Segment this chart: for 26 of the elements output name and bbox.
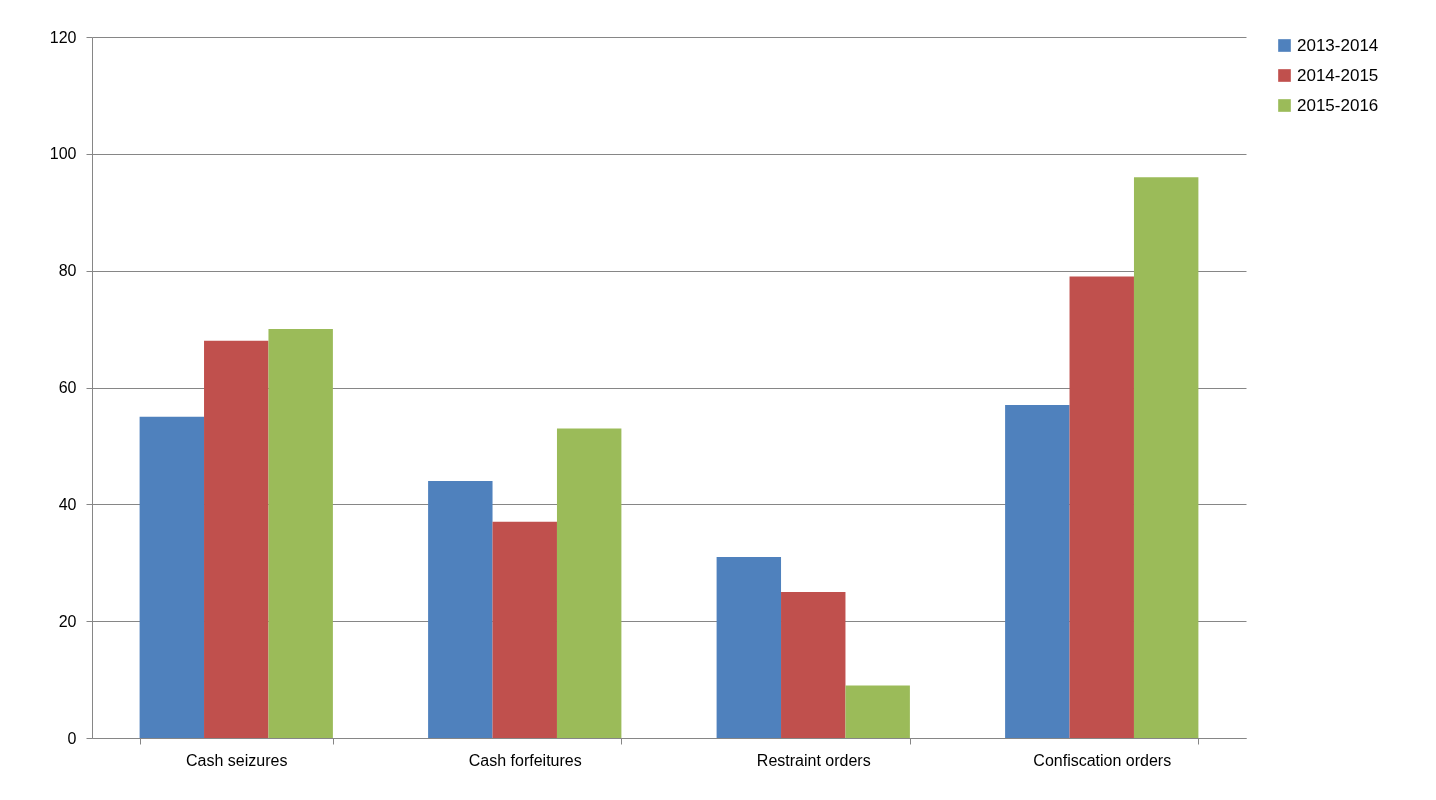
bar (781, 591, 846, 738)
bar (1005, 405, 1070, 738)
bar (716, 556, 782, 738)
bar (204, 340, 269, 738)
y-tick-label: 120 (49, 28, 77, 46)
bar (1133, 177, 1199, 738)
y-tick-label: 0 (67, 729, 77, 747)
y-tick-label: 60 (58, 379, 77, 396)
bar (268, 329, 333, 738)
legend-label: 2015-2016 (1297, 95, 1379, 115)
y-tick-label: 20 (58, 612, 77, 630)
y-tick-label: 80 (58, 262, 77, 280)
x-tick-label: Cash forfeitures (468, 751, 582, 769)
x-tick-label: Restraint orders (756, 751, 871, 769)
bar (139, 416, 205, 738)
bar (1069, 276, 1134, 738)
bar (845, 685, 910, 738)
bar (492, 521, 557, 738)
bar (556, 428, 622, 738)
y-tick-label: 100 (49, 145, 77, 163)
x-tick-label: Confiscation orders (1033, 751, 1172, 769)
legend-label: 2013-2014 (1297, 35, 1379, 55)
x-tick-label: Cash seizures (186, 751, 288, 769)
legend-label: 2014-2015 (1297, 65, 1379, 85)
y-tick-label: 40 (58, 495, 77, 513)
bar (428, 480, 493, 738)
